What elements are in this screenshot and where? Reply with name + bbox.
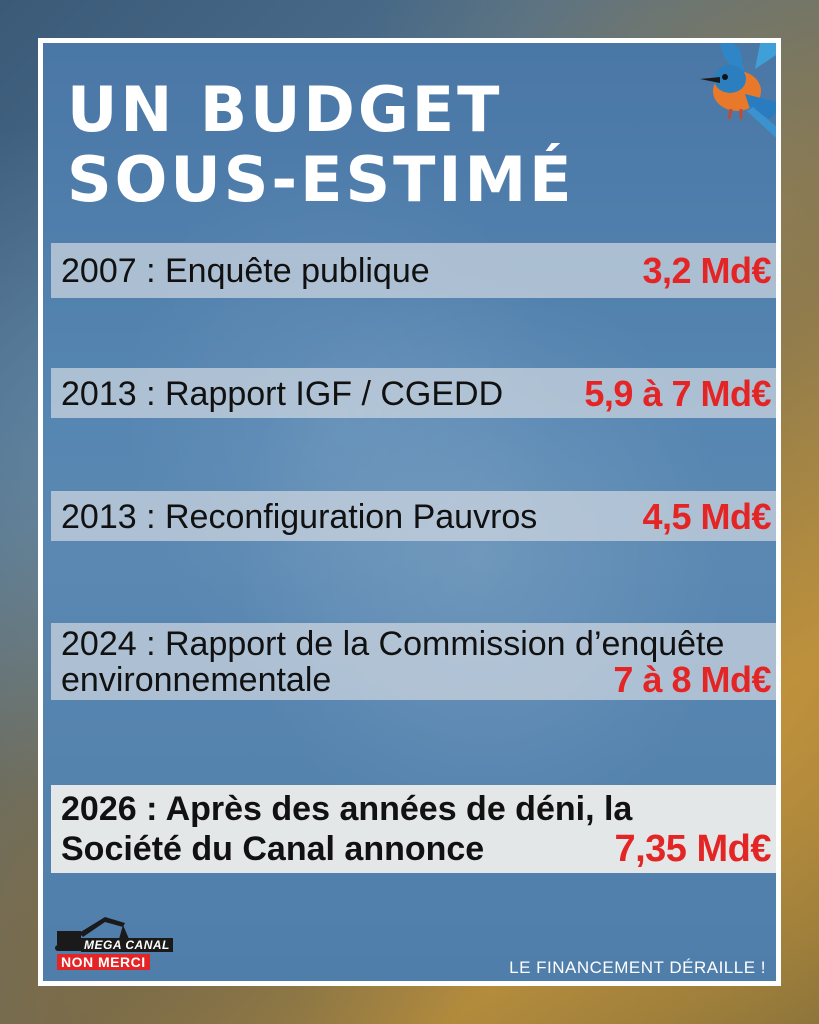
- row-amount: 4,5 Md€: [642, 496, 771, 537]
- row-label-line1: 2024 : Rapport de la Commission d’enquêt…: [61, 625, 725, 663]
- row-label-line1: 2026 : Après des années de déni, la: [61, 790, 633, 828]
- tagline: LE FINANCEMENT DÉRAILLE !: [509, 958, 766, 977]
- page-title: UN BUDGET SOUS-ESTIMÉ: [67, 73, 575, 216]
- row-amount: 7,35 Md€: [614, 828, 771, 870]
- row-label: 2013 : Rapport IGF / CGEDD: [61, 375, 504, 413]
- budget-card: UN BUDGET SOUS-ESTIMÉ 2007 : Enquête pub…: [38, 38, 781, 986]
- logo-line1: MEGA CANAL: [81, 938, 173, 952]
- kingfisher-bird: [700, 43, 776, 137]
- excavator-icon: [55, 917, 129, 951]
- mega-canal-logo: MEGA CANAL NON MERCI: [55, 913, 175, 973]
- row-amount: 5,9 à 7 Md€: [584, 373, 771, 414]
- row-label: 2013 : Reconfiguration Pauvros: [61, 498, 538, 536]
- budget-row-2026: 2026 : Après des années de déni, la Soci…: [51, 785, 776, 873]
- budget-row-2013-pauvros: 2013 : Reconfiguration Pauvros 4,5 Md€: [51, 491, 776, 541]
- budget-row-2013-igf: 2013 : Rapport IGF / CGEDD 5,9 à 7 Md€: [51, 368, 776, 418]
- row-label: 2007 : Enquête publique: [61, 252, 430, 290]
- row-amount: 7 à 8 Md€: [613, 659, 771, 700]
- budget-row-2024: 2024 : Rapport de la Commission d’enquêt…: [51, 623, 776, 700]
- logo-line2: NON MERCI: [57, 954, 150, 970]
- row-amount: 3,2 Md€: [642, 250, 771, 291]
- row-label-line2: Société du Canal annonce: [61, 830, 485, 868]
- budget-row-2007: 2007 : Enquête publique 3,2 Md€: [51, 243, 776, 298]
- row-label-line2: environnementale: [61, 661, 332, 699]
